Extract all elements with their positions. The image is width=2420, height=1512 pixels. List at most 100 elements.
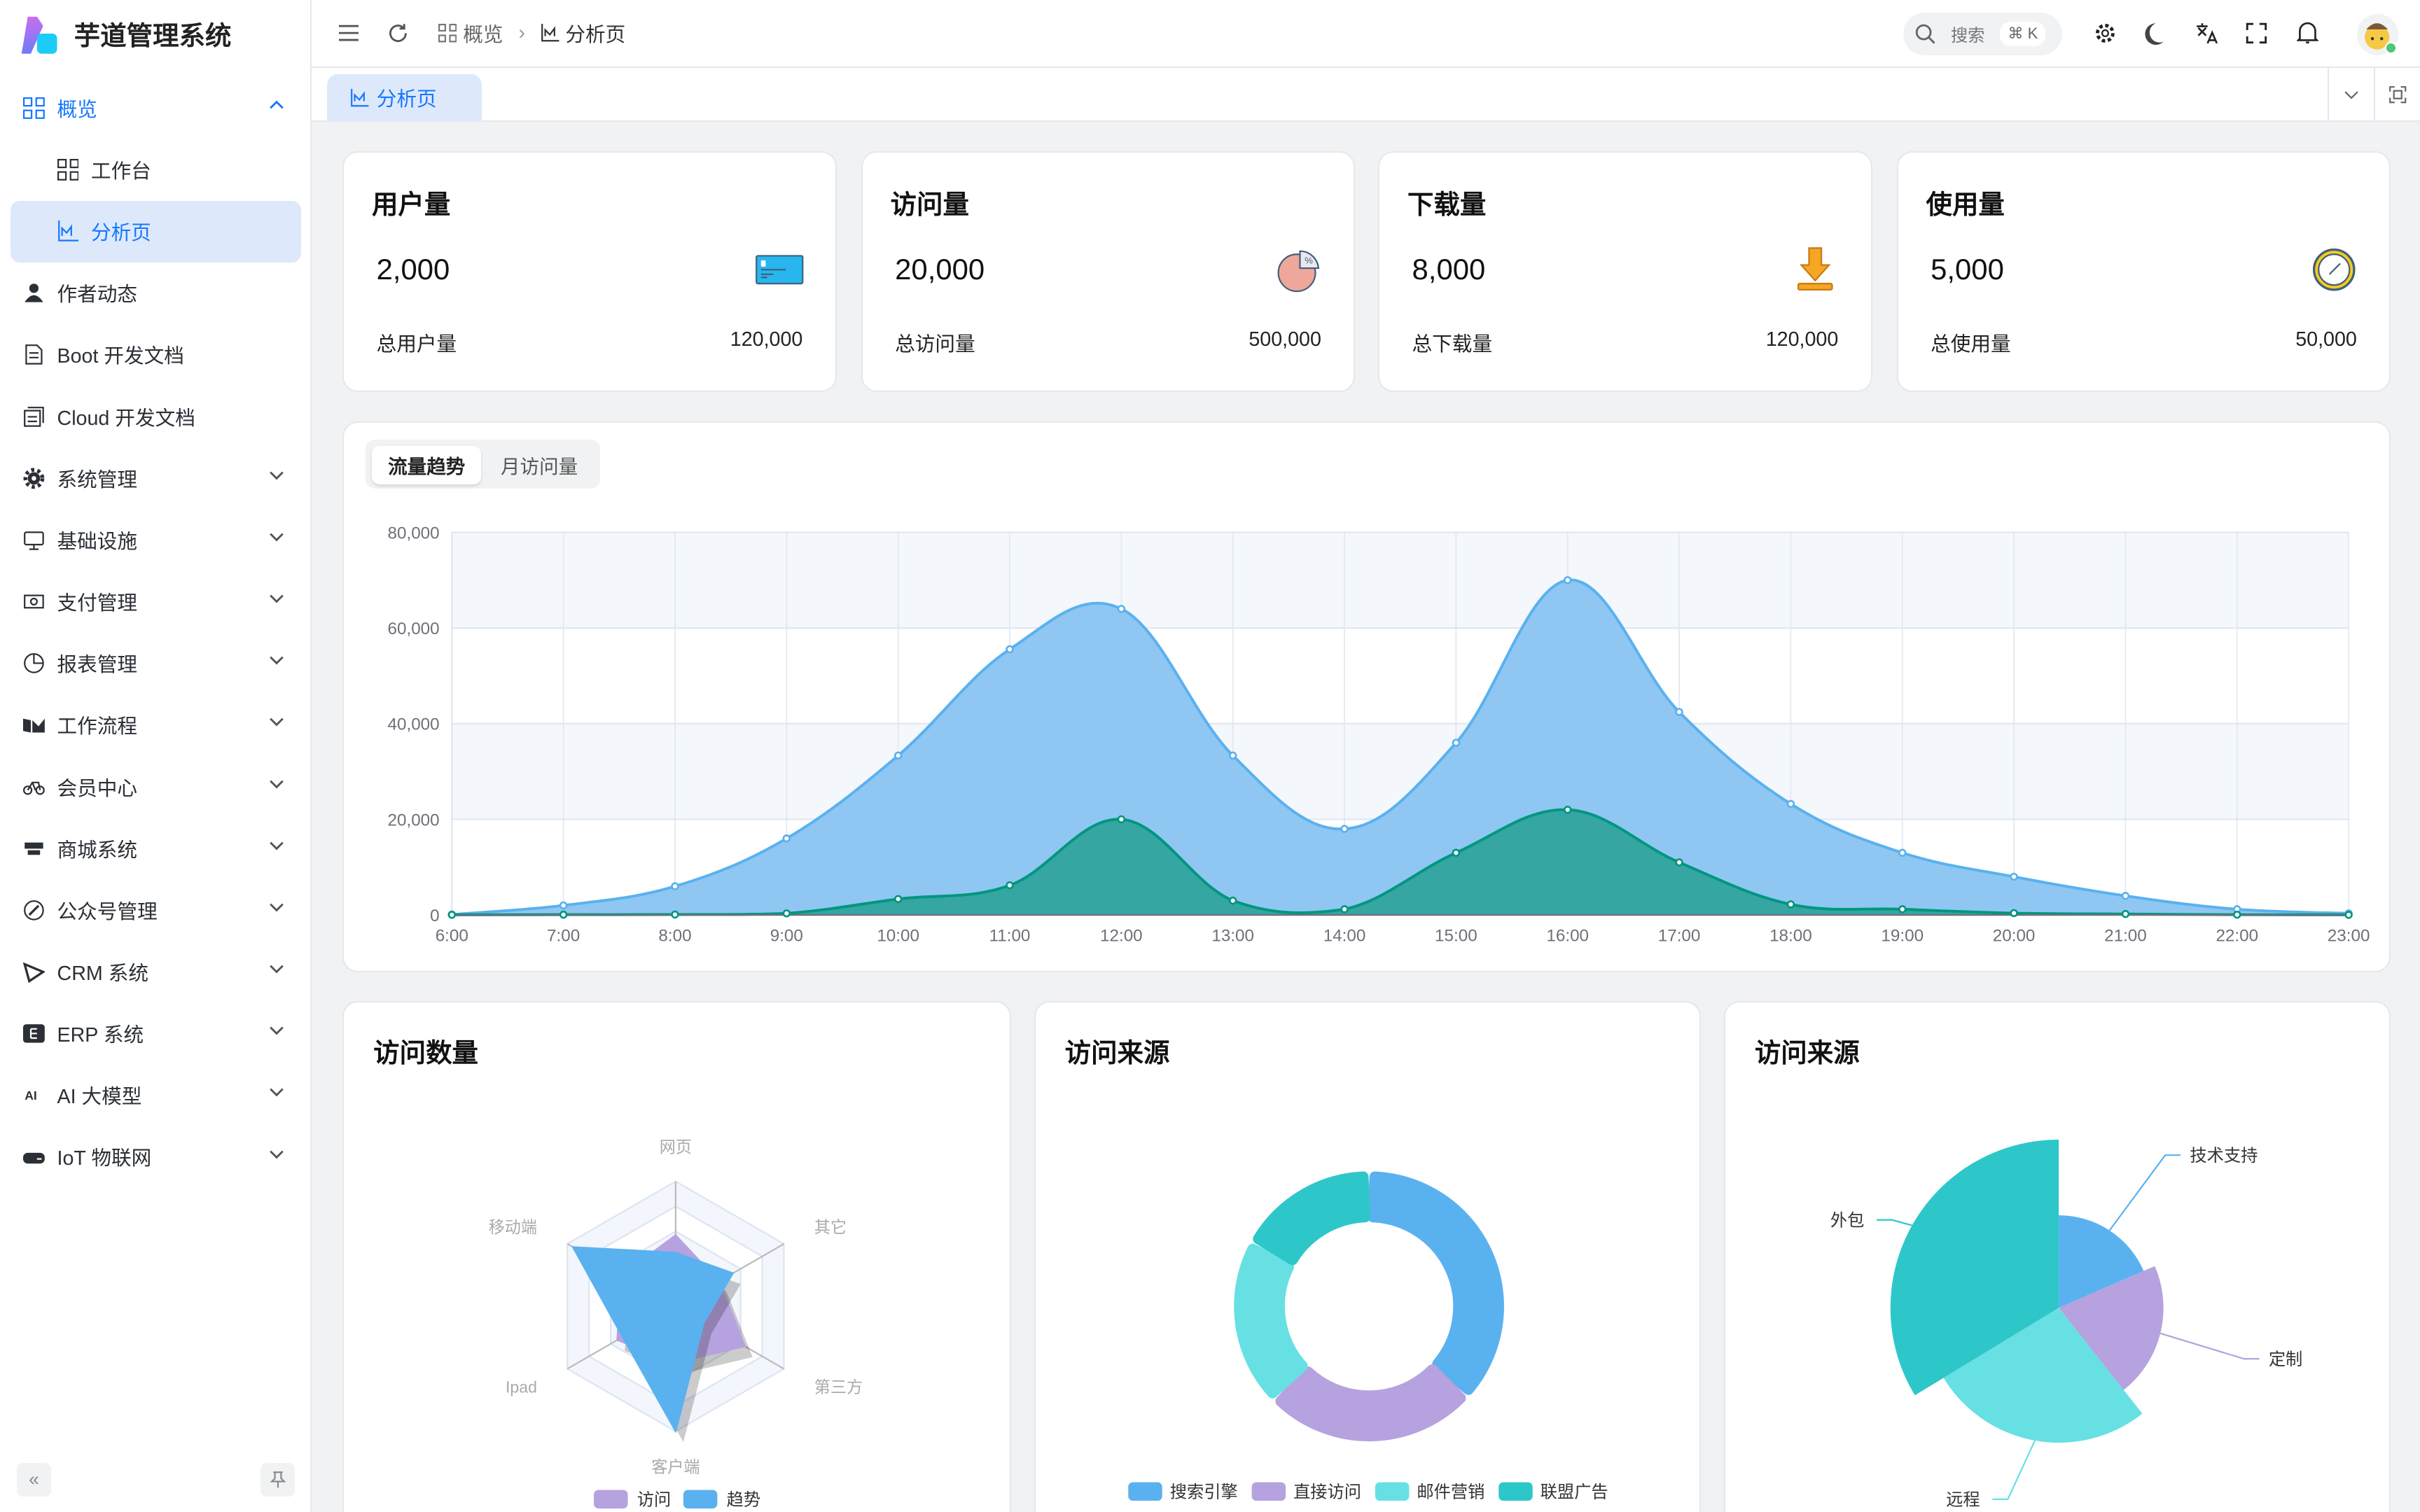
data-point[interactable] xyxy=(782,834,791,843)
tab-analysis[interactable]: 分析页 xyxy=(327,74,482,122)
data-point[interactable] xyxy=(1786,799,1795,808)
notifications-button[interactable] xyxy=(2295,21,2319,46)
data-point[interactable] xyxy=(671,882,680,890)
data-point[interactable] xyxy=(1452,848,1461,857)
data-point[interactable] xyxy=(2010,872,2019,881)
data-point[interactable] xyxy=(447,910,457,919)
data-point[interactable] xyxy=(1006,645,1015,653)
sidebar-item-5[interactable]: Cloud 开发文档 xyxy=(0,386,312,447)
fullscreen-button[interactable] xyxy=(2244,21,2269,46)
data-point[interactable] xyxy=(1564,805,1572,814)
doughnut-slice[interactable] xyxy=(1367,1171,1504,1396)
search-button[interactable]: 搜索 ⌘ K xyxy=(1903,12,2062,56)
data-point[interactable] xyxy=(894,895,903,903)
legend-label[interactable]: 访问 xyxy=(637,1491,671,1510)
data-point[interactable] xyxy=(1786,899,1795,909)
chevron-down-icon[interactable] xyxy=(269,529,284,545)
sidebar-item-16[interactable]: AI AI 大模型 xyxy=(0,1065,312,1126)
legend-swatch[interactable] xyxy=(1498,1482,1533,1502)
sidebar-item-14[interactable]: CRM 系统 xyxy=(0,941,312,1002)
sidebar-item-10[interactable]: 工作流程 xyxy=(0,694,312,756)
chevron-down-icon[interactable] xyxy=(269,1084,284,1100)
data-point[interactable] xyxy=(1564,575,1572,584)
data-point[interactable] xyxy=(782,909,791,918)
data-point[interactable] xyxy=(559,901,568,909)
sidebar-item-2[interactable]: 分析页 xyxy=(11,200,301,262)
legend-label[interactable]: 邮件营销 xyxy=(1417,1483,1484,1502)
data-point[interactable] xyxy=(2233,910,2241,919)
data-point[interactable] xyxy=(1452,738,1461,747)
sidebar-item-8[interactable]: 支付管理 xyxy=(0,570,312,632)
sidebar-item-11[interactable]: 会员中心 xyxy=(0,756,312,818)
chevron-down-icon[interactable] xyxy=(269,1147,284,1162)
data-point[interactable] xyxy=(2122,891,2130,900)
language-button[interactable] xyxy=(2195,21,2219,46)
legend-label[interactable]: 联盟广告 xyxy=(1540,1483,1608,1502)
tab-more-dropdown[interactable] xyxy=(2327,67,2374,122)
settings-button[interactable] xyxy=(2093,21,2118,46)
sidebar-item-7[interactable]: 基础设施 xyxy=(0,509,312,570)
breadcrumb-item-overview[interactable]: 概览 xyxy=(438,19,503,48)
chevron-up-icon[interactable] xyxy=(269,97,284,113)
sidebar-item-17[interactable]: IoT 物联网 xyxy=(0,1126,312,1188)
legend-label[interactable]: 直接访问 xyxy=(1293,1483,1361,1502)
sidebar-item-12[interactable]: 商城系统 xyxy=(0,818,312,879)
chevron-down-icon[interactable] xyxy=(269,1023,284,1038)
legend-swatch[interactable] xyxy=(1375,1482,1410,1502)
breadcrumb-item-analysis[interactable]: 分析页 xyxy=(541,19,625,48)
legend-label[interactable]: 搜索引擎 xyxy=(1169,1483,1237,1502)
data-point[interactable] xyxy=(1117,604,1126,613)
data-point[interactable] xyxy=(1675,708,1684,716)
data-point[interactable] xyxy=(2010,909,2019,917)
chevron-down-icon[interactable] xyxy=(269,961,284,976)
tab-monthly-visits[interactable]: 月访问量 xyxy=(500,456,578,478)
data-point[interactable] xyxy=(1898,848,1907,857)
legend-swatch[interactable] xyxy=(683,1490,718,1509)
dark-mode-toggle[interactable] xyxy=(2142,21,2167,46)
collapse-sidebar-button[interactable]: « xyxy=(17,1462,51,1497)
sidebar-item-13[interactable]: 公众号管理 xyxy=(0,879,312,941)
data-point[interactable] xyxy=(894,751,903,760)
doughnut-slice[interactable] xyxy=(1253,1171,1370,1266)
legend-swatch[interactable] xyxy=(594,1490,628,1509)
data-point[interactable] xyxy=(559,910,568,919)
data-point[interactable] xyxy=(1229,751,1237,760)
refresh-button[interactable] xyxy=(386,21,410,46)
data-point[interactable] xyxy=(1340,825,1349,833)
data-point[interactable] xyxy=(1117,815,1126,823)
doughnut-slice[interactable] xyxy=(1233,1244,1308,1399)
content-maximize-button[interactable] xyxy=(2373,67,2420,122)
chevron-down-icon[interactable] xyxy=(269,776,284,792)
chevron-down-icon[interactable] xyxy=(269,838,284,853)
data-point[interactable] xyxy=(671,910,680,918)
legend-label[interactable]: 趋势 xyxy=(727,1491,760,1510)
sidebar-item-1[interactable]: 工作台 xyxy=(0,139,312,200)
sidebar-item-9[interactable]: 报表管理 xyxy=(0,633,312,694)
chevron-down-icon[interactable] xyxy=(269,591,284,606)
sidebar-item-4[interactable]: Boot 开发文档 xyxy=(0,324,312,386)
chevron-down-icon[interactable] xyxy=(269,714,284,729)
pin-sidebar-button[interactable] xyxy=(260,1462,295,1497)
chevron-down-icon[interactable] xyxy=(269,652,284,668)
logo[interactable]: 芋道管理系统 xyxy=(15,10,232,57)
chevron-down-icon[interactable] xyxy=(269,899,284,915)
tab-traffic-trend[interactable]: 流量趋势 xyxy=(371,445,482,484)
data-point[interactable] xyxy=(1340,904,1349,913)
chevron-down-icon[interactable] xyxy=(269,468,284,483)
data-point[interactable] xyxy=(2344,910,2353,919)
rose-slice[interactable] xyxy=(2059,1215,2144,1308)
data-point[interactable] xyxy=(1675,858,1684,867)
data-point[interactable] xyxy=(1229,896,1237,905)
sidebar-item-3[interactable]: 作者动态 xyxy=(0,262,312,324)
data-point[interactable] xyxy=(1006,881,1015,890)
menu-toggle-button[interactable] xyxy=(336,21,361,46)
data-point[interactable] xyxy=(2122,909,2130,918)
legend-swatch[interactable] xyxy=(1127,1482,1162,1502)
rose-slice[interactable] xyxy=(1943,1308,2143,1443)
data-point[interactable] xyxy=(1898,904,1907,913)
rose-slice[interactable] xyxy=(1890,1140,2059,1396)
doughnut-slice[interactable] xyxy=(1275,1364,1466,1442)
radar-series-1[interactable] xyxy=(571,1246,735,1434)
sidebar-item-0[interactable]: 概览 xyxy=(0,77,312,139)
sidebar-item-6[interactable]: 系统管理 xyxy=(0,447,312,509)
